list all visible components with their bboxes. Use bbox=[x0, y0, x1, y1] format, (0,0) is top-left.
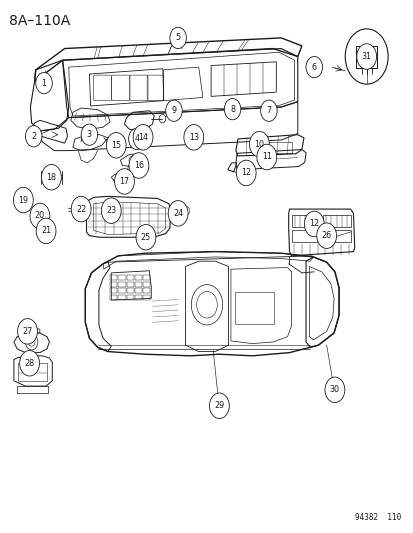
Text: 11: 11 bbox=[261, 152, 271, 161]
Text: 23: 23 bbox=[106, 206, 116, 215]
FancyBboxPatch shape bbox=[34, 207, 42, 214]
Circle shape bbox=[36, 72, 52, 94]
Ellipse shape bbox=[20, 195, 31, 202]
Circle shape bbox=[136, 224, 155, 250]
Text: 25: 25 bbox=[140, 233, 151, 242]
Text: 28: 28 bbox=[24, 359, 35, 368]
Text: 3: 3 bbox=[87, 130, 92, 139]
Circle shape bbox=[129, 153, 148, 178]
Text: 14: 14 bbox=[138, 133, 148, 142]
Text: 9: 9 bbox=[171, 106, 176, 115]
Text: 31: 31 bbox=[361, 52, 371, 61]
Circle shape bbox=[36, 218, 56, 244]
Text: 2: 2 bbox=[31, 132, 36, 141]
Text: 94382  110: 94382 110 bbox=[354, 513, 400, 522]
Text: 18: 18 bbox=[46, 173, 56, 182]
Circle shape bbox=[324, 377, 344, 402]
Text: 10: 10 bbox=[254, 140, 264, 149]
Circle shape bbox=[168, 200, 188, 226]
Circle shape bbox=[128, 128, 145, 150]
Circle shape bbox=[71, 196, 91, 222]
Text: 16: 16 bbox=[133, 161, 144, 170]
Circle shape bbox=[169, 27, 186, 49]
Text: 27: 27 bbox=[22, 327, 33, 336]
Circle shape bbox=[30, 203, 50, 229]
Circle shape bbox=[344, 29, 387, 84]
Circle shape bbox=[14, 187, 33, 213]
Text: 4: 4 bbox=[134, 134, 139, 143]
Text: 7: 7 bbox=[266, 106, 271, 115]
Circle shape bbox=[260, 100, 276, 122]
Circle shape bbox=[236, 160, 256, 185]
Text: 20: 20 bbox=[35, 212, 45, 221]
Text: 1: 1 bbox=[41, 78, 46, 87]
Circle shape bbox=[81, 124, 97, 146]
FancyBboxPatch shape bbox=[169, 207, 179, 216]
Circle shape bbox=[224, 99, 240, 120]
Text: 29: 29 bbox=[214, 401, 224, 410]
Circle shape bbox=[356, 44, 376, 69]
Circle shape bbox=[106, 133, 126, 158]
Text: 17: 17 bbox=[119, 177, 129, 186]
Circle shape bbox=[165, 100, 182, 122]
Circle shape bbox=[159, 115, 165, 123]
Text: 26: 26 bbox=[321, 231, 331, 240]
FancyBboxPatch shape bbox=[74, 201, 86, 213]
Circle shape bbox=[183, 125, 203, 150]
Circle shape bbox=[18, 319, 37, 344]
Text: 12: 12 bbox=[240, 168, 251, 177]
Text: 8A–110A: 8A–110A bbox=[9, 14, 70, 28]
Text: 30: 30 bbox=[329, 385, 339, 394]
Text: 8: 8 bbox=[230, 104, 235, 114]
Text: 19: 19 bbox=[18, 196, 28, 205]
Circle shape bbox=[20, 351, 39, 376]
Text: 13: 13 bbox=[188, 133, 198, 142]
Text: 5: 5 bbox=[175, 34, 180, 43]
Circle shape bbox=[114, 168, 134, 194]
Circle shape bbox=[133, 125, 152, 150]
Text: 15: 15 bbox=[111, 141, 121, 150]
Circle shape bbox=[41, 165, 61, 190]
Text: 12: 12 bbox=[309, 220, 318, 229]
Circle shape bbox=[101, 198, 121, 223]
Circle shape bbox=[304, 211, 323, 237]
Circle shape bbox=[209, 393, 229, 418]
Circle shape bbox=[305, 56, 322, 78]
Text: 21: 21 bbox=[41, 227, 51, 236]
Circle shape bbox=[256, 144, 276, 169]
Circle shape bbox=[186, 132, 194, 141]
Text: 22: 22 bbox=[76, 205, 86, 214]
Circle shape bbox=[25, 126, 42, 147]
Circle shape bbox=[249, 132, 268, 157]
Circle shape bbox=[316, 223, 336, 248]
Text: 6: 6 bbox=[311, 63, 316, 71]
Text: 24: 24 bbox=[173, 209, 183, 218]
